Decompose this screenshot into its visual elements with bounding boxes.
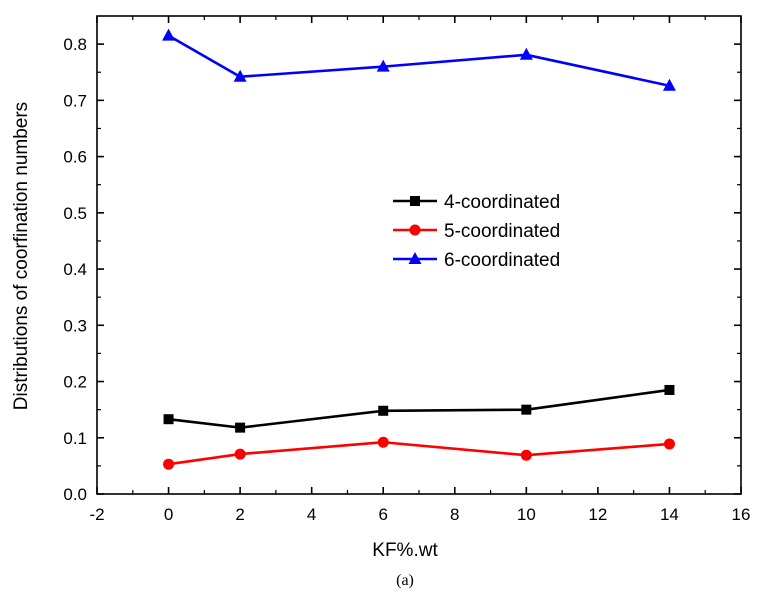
- figure-caption: (a): [396, 572, 414, 589]
- legend: 4-coordinated 5-coordinated 6-coordinated: [393, 192, 560, 271]
- y-tick-label: 0.4: [63, 260, 87, 279]
- x-axis-title: KF%.wt: [372, 540, 438, 561]
- legend-label: 6-coordinated: [444, 250, 560, 271]
- data-point: [163, 414, 174, 425]
- data-point: [377, 436, 389, 448]
- y-axis-title: Distributions of coorfination numbers: [11, 102, 32, 410]
- data-point: [163, 458, 175, 470]
- x-tick-label: 2: [235, 505, 244, 524]
- x-tick-label: 4: [307, 505, 316, 524]
- legend-entry: 4-coordinated: [393, 192, 560, 213]
- legend-entry: 5-coordinated: [393, 221, 560, 242]
- y-tick-label: 0.7: [63, 91, 87, 110]
- x-tick-label: 16: [732, 505, 751, 524]
- series-4-coordinated: [163, 384, 675, 433]
- y-tick-label: 0.1: [63, 429, 87, 448]
- x-tick-label: 10: [517, 505, 536, 524]
- series-5-coordinated: [163, 436, 675, 470]
- data-point: [376, 59, 390, 72]
- axes: -2 0 2 4 6 8 10 12 14 16 0.0 0.1 0.2 0.3 0.4 0.5 0.6 0.7 0…: [63, 15, 751, 524]
- x-tick-label: 0: [164, 505, 173, 524]
- data-point: [519, 47, 533, 60]
- data-point: [162, 28, 176, 41]
- legend-marker: [410, 196, 420, 206]
- y-tick-label: 0.5: [63, 204, 87, 223]
- data-point: [663, 438, 675, 450]
- data-point: [378, 405, 389, 416]
- data-point: [233, 69, 247, 82]
- legend-marker: [408, 252, 422, 264]
- x-tick-label: -2: [89, 505, 104, 524]
- y-tick-label: 0.6: [63, 148, 87, 167]
- data-point: [664, 384, 675, 395]
- data-point: [520, 449, 532, 461]
- x-tick-label: 12: [588, 505, 607, 524]
- data-point: [235, 422, 246, 433]
- series-line: [168, 388, 670, 429]
- x-tick-label: 14: [660, 505, 679, 524]
- y-tick-label: 0.8: [63, 35, 87, 54]
- y-tick-label: 0.2: [63, 373, 87, 392]
- legend-label: 5-coordinated: [444, 221, 560, 242]
- data-point: [521, 404, 532, 415]
- x-tick-label: 8: [450, 505, 459, 524]
- data-point: [234, 448, 246, 460]
- y-tick-label: 0.3: [63, 316, 87, 335]
- legend-label: 4-coordinated: [444, 192, 560, 213]
- series-group: [162, 28, 676, 470]
- legend-entry: 6-coordinated: [393, 250, 560, 271]
- legend-marker: [409, 224, 421, 236]
- y-tick-label: 0.0: [63, 485, 87, 504]
- data-point: [662, 78, 676, 91]
- x-tick-label: 6: [378, 505, 387, 524]
- series-6-coordinated: [162, 28, 676, 91]
